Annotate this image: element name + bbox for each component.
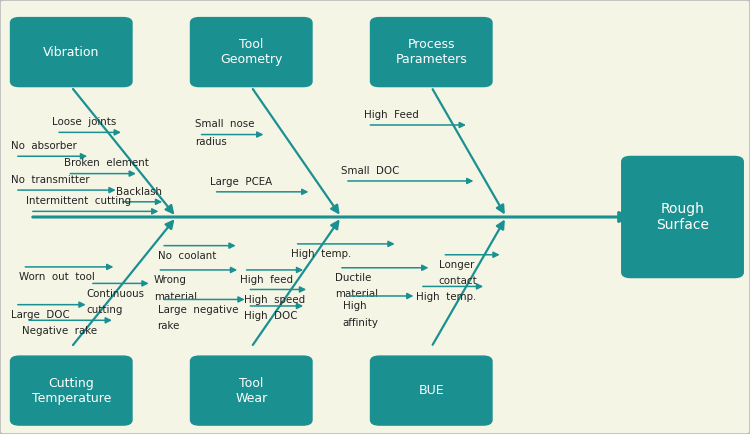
Text: material: material (154, 292, 196, 302)
FancyBboxPatch shape (622, 156, 743, 278)
Text: No  absorber: No absorber (11, 141, 77, 151)
FancyBboxPatch shape (190, 17, 312, 87)
Text: Vibration: Vibration (43, 46, 100, 59)
Text: High  DOC: High DOC (244, 311, 297, 321)
Text: High  Feed: High Feed (364, 110, 419, 120)
Text: High  speed: High speed (244, 295, 304, 305)
Text: Process
Parameters: Process Parameters (395, 38, 467, 66)
Text: Large  negative: Large negative (158, 305, 238, 315)
FancyBboxPatch shape (190, 356, 312, 425)
Text: High  temp.: High temp. (291, 249, 351, 259)
Text: Cutting
Temperature: Cutting Temperature (32, 377, 111, 404)
FancyBboxPatch shape (10, 356, 132, 425)
Text: No  transmitter: No transmitter (11, 175, 90, 185)
Text: Loose  joints: Loose joints (53, 117, 117, 127)
Text: Worn  out  tool: Worn out tool (19, 272, 94, 282)
Text: Wrong: Wrong (154, 275, 187, 285)
Text: Tool
Geometry: Tool Geometry (220, 38, 283, 66)
Text: Small  nose: Small nose (195, 119, 254, 129)
Text: Small  DOC: Small DOC (341, 166, 400, 176)
Text: Negative  rake: Negative rake (22, 326, 98, 335)
Text: affinity: affinity (343, 318, 379, 328)
Text: High  temp.: High temp. (416, 292, 476, 302)
FancyBboxPatch shape (370, 17, 492, 87)
Text: Tool
Wear: Tool Wear (236, 377, 267, 404)
Text: Large  DOC: Large DOC (11, 310, 70, 320)
Text: Large  PCEA: Large PCEA (210, 177, 272, 187)
Text: No  coolant: No coolant (158, 251, 216, 261)
Text: rake: rake (158, 321, 180, 331)
Text: Rough
Surface: Rough Surface (656, 202, 709, 232)
Text: material: material (335, 289, 378, 299)
Text: radius: radius (195, 137, 226, 147)
FancyBboxPatch shape (370, 356, 492, 425)
Text: Broken  element: Broken element (64, 158, 148, 168)
Text: Longer: Longer (439, 260, 474, 270)
Text: High  feed: High feed (240, 275, 293, 285)
Text: contact: contact (439, 276, 478, 286)
Text: High: High (343, 301, 366, 311)
Text: Ductile: Ductile (335, 273, 372, 283)
Text: cutting: cutting (86, 305, 123, 315)
Text: Backlash: Backlash (116, 187, 162, 197)
Text: Continuous: Continuous (86, 289, 144, 299)
FancyBboxPatch shape (10, 17, 132, 87)
Text: Intermittent  cutting: Intermittent cutting (26, 196, 131, 206)
Text: BUE: BUE (419, 384, 444, 397)
